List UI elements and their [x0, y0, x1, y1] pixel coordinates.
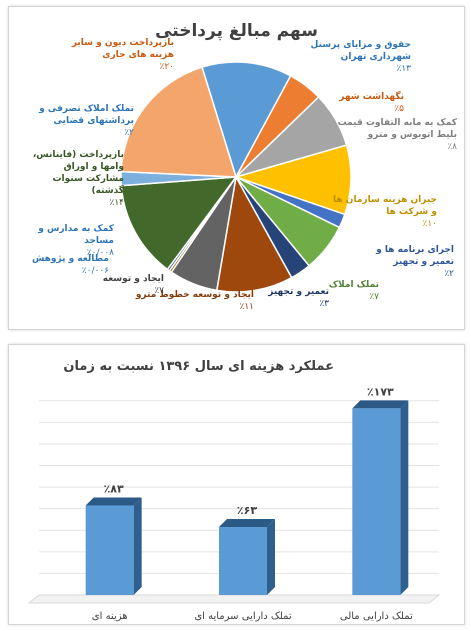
pie-chart-panel: سهم مبالغ پرداختی حقوق و مزایای پرسنل شه…	[8, 6, 465, 330]
pie-slice-label: بازپرداخت دیون و سایر هزینه های جاری	[71, 38, 174, 60]
bar-chart-panel: عملکرد هزینه ای سال ۱۳۹۶ نسبت به زمان ٪۸…	[8, 344, 465, 625]
bar-value-label: ٪۱۷۳	[367, 385, 394, 398]
bar-top	[352, 400, 409, 409]
pie-slice-label: اجرای برنامه ها و تعمیر و تجهیز	[376, 245, 454, 267]
pie-data-label: تعمیر و تجهیز ٪۳	[259, 286, 329, 310]
pie-slice	[120, 66, 238, 178]
pie-slice-percent: ٪۱۱	[239, 302, 254, 312]
category-label: تملک دارایی سرمایه ای	[194, 611, 292, 622]
pie-slice-percent: ٪۳	[319, 299, 329, 309]
pie-slice-percent: ٪۷	[369, 292, 379, 302]
category-label: تملک دارایی مالی	[340, 611, 413, 622]
pie-chart	[120, 61, 352, 293]
pie-slice-label: حقوق و مزایای پرسنل شهرداری تهران	[310, 40, 411, 62]
bar	[85, 505, 134, 595]
pie-data-label: اجرای برنامه ها و تعمیر و تجهیز ٪۲	[364, 244, 454, 280]
bar-side	[400, 400, 409, 595]
pie-slice-label: نگهداشت شهر	[339, 92, 404, 102]
pie-data-label: مطالعه و پژوهش ٪۰/۰۰۶	[24, 253, 109, 277]
pie-slice-percent: ٪۸	[447, 142, 457, 152]
pie-slice	[201, 61, 292, 179]
pie-slice-percent: ٪۲۰	[159, 62, 174, 72]
pie-data-label: بازپرداخت دیون و سایر هزینه های جاری ٪۲۰	[54, 37, 174, 73]
pie-slice-label: ایجاد و توسعه خطوط مترو	[135, 290, 254, 300]
pie-data-label: بازپرداخت (فاینانس، وامها و اوراق مشارکت…	[24, 149, 124, 209]
pie-data-label: تملک املاک ٪۷	[309, 279, 379, 303]
pie-slice-percent: ٪۰/۰۰۶	[81, 266, 109, 276]
pie-slice-percent: ٪۲	[444, 269, 454, 279]
pie-slice	[120, 176, 238, 271]
bar-top	[219, 519, 275, 528]
pie-slice-label: جبران هزینه سازمان ها و شرکت ها	[333, 195, 437, 217]
pie-slice-percent: ٪۱۰	[422, 219, 437, 229]
pie-slice-percent: ٪۱۳	[396, 64, 411, 74]
bar	[219, 527, 267, 595]
pie-slice-percent: ٪۲	[124, 128, 134, 138]
pie-slice-percent: ٪۰/۰۰۸	[86, 248, 114, 258]
pie-slice-percent: ٪۷	[154, 286, 164, 296]
bar-side	[267, 519, 275, 595]
pie-slice-label: تعمیر و تجهیز	[268, 287, 329, 297]
pie-data-label: حقوق و مزایای پرسنل شهرداری تهران ٪۱۳	[301, 39, 411, 75]
pie-slice-label: تملک املاک	[328, 280, 379, 290]
pie-data-label: جبران هزینه سازمان ها و شرکت ها ٪۱۰	[327, 194, 437, 230]
pie-data-label: کمک به مدارس و مساجد ٪۰/۰۰۸	[24, 223, 114, 259]
pie-slice-label: کمک به مابه التفاوت قیمت بلیط اتوبوس و م…	[337, 118, 457, 140]
bar-value-label: ٪۶۳	[237, 504, 257, 517]
pie-slice-percent: ٪۵	[394, 104, 404, 114]
bar-top	[85, 497, 142, 506]
pie-data-label: تملک املاک تصرفی و برداشتهای قضایی ٪۲	[24, 103, 134, 139]
pie-data-label: کمک به مابه التفاوت قیمت بلیط اتوبوس و م…	[327, 117, 457, 153]
category-label: هزینه ای	[92, 611, 128, 622]
pie-chart-title: سهم مبالغ پرداختی	[155, 21, 318, 41]
bar-value-label: ٪۸۳	[104, 482, 124, 495]
pie-slice-label: بازپرداخت (فاینانس، وامها و اوراق مشارکت…	[32, 150, 124, 196]
pie-slice-label: مطالعه و پژوهش	[31, 254, 109, 264]
bar	[352, 408, 401, 595]
bar-chart: ٪۸۳ هزینه ای ٪۶۳ تملک دارایی سرمایه ای ٪۱۷۳ ت…	[27, 385, 441, 622]
pie-slice-label: کمک به مدارس و مساجد	[38, 224, 114, 246]
pie-slice-label: ایجاد و توسعه	[102, 274, 164, 284]
pie-slice-percent: ٪۱۴	[109, 198, 124, 208]
pie-data-label: ایجاد و توسعه خطوط مترو ٪۱۱	[124, 289, 254, 313]
pie-data-label: نگهداشت شهر ٪۵	[324, 91, 404, 115]
pie-slice-label: تملک املاک تصرفی و برداشتهای قضایی	[39, 104, 134, 126]
pie-slice	[215, 174, 293, 293]
pie-data-label: ایجاد و توسعه ٪۷	[89, 273, 164, 297]
chart-floor	[27, 594, 441, 604]
bar-chart-title: عملکرد هزینه ای سال ۱۳۹۶ نسبت به زمان	[63, 359, 334, 374]
bar-side	[133, 497, 142, 595]
